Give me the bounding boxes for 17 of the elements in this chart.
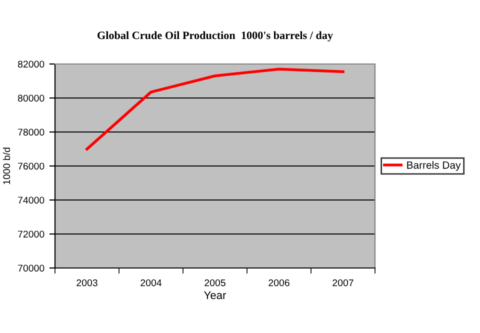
y-tick-label: 82000 [18, 60, 44, 68]
y-tick-label: 78000 [18, 128, 44, 136]
line-series [86, 68, 344, 150]
y-tick-label: 72000 [18, 230, 44, 238]
y-axis-title: 1000 b/d [2, 148, 10, 184]
y-tick-label: 74000 [18, 196, 44, 204]
y-tick-label: 76000 [18, 162, 44, 170]
y-tick-label: 70000 [18, 264, 44, 272]
x-tick-label: 2004 [140, 279, 162, 286]
x-tick-label: 2003 [76, 279, 98, 286]
x-tick-label: 2007 [332, 279, 354, 286]
x-tick-label: 2005 [204, 279, 226, 286]
legend-label: Barrels Day [407, 161, 461, 171]
x-tick-label: 2006 [268, 279, 290, 286]
x-axis-title: Year [204, 291, 226, 300]
chart-title: Global Crude Oil Production 1000's barrels / day [98, 31, 333, 42]
y-tick-label: 80000 [18, 94, 44, 102]
